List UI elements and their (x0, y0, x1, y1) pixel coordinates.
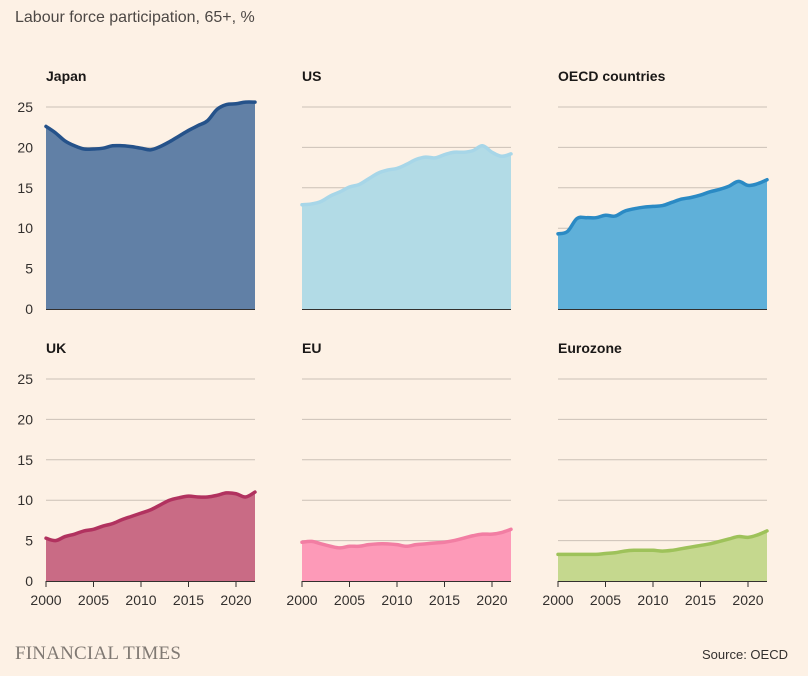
chart-title: Labour force participation, 65+, % (15, 9, 255, 26)
area-eu (302, 529, 511, 581)
area-us (302, 145, 511, 309)
panel-oecd-countries: OECD countries (556, 68, 769, 310)
x-tick-label: 2000 (542, 592, 573, 608)
panel-eurozone: Eurozone 2000 2005 2010 2015 2020 (542, 340, 769, 608)
y-tick-label: 0 (25, 301, 33, 317)
panel-title: UK (46, 340, 66, 356)
line-oecd-countries (556, 177, 769, 236)
x-tick-label: 2000 (286, 592, 317, 608)
y-tick-label: 20 (17, 139, 33, 155)
x-tick-label: 2015 (429, 592, 460, 608)
y-tick-label: 0 (25, 573, 33, 589)
panel-title: Japan (46, 68, 86, 84)
x-tick-label: 2000 (30, 592, 61, 608)
x-tick-label: 2020 (220, 592, 251, 608)
line-eurozone (556, 529, 769, 557)
line-uk (44, 490, 257, 543)
y-tick-label: 25 (17, 371, 33, 387)
x-tick-label: 2005 (78, 592, 109, 608)
source-note: Source: OECD (702, 647, 788, 662)
brand-logo-text: FINANCIAL TIMES (15, 643, 182, 664)
panel-title: EU (302, 340, 321, 356)
line-us (300, 144, 513, 207)
y-tick-label: 10 (17, 492, 33, 508)
panel-title: OECD countries (558, 68, 666, 84)
panel-japan: Japan 0 5 10 15 20 25 (17, 68, 257, 317)
x-tick-label: 2005 (334, 592, 365, 608)
panel-us: US (300, 68, 513, 310)
y-tick-label: 15 (17, 452, 33, 468)
area-uk (46, 492, 255, 581)
area-oecd-countries (558, 179, 767, 309)
panel-title: US (302, 68, 321, 84)
y-tick-label: 5 (25, 261, 33, 277)
panel-uk: UK 0 5 10 15 20 25 2000 2005 2010 2015 2020 (17, 340, 257, 608)
y-tick-label: 25 (17, 99, 33, 115)
x-tick-label: 2020 (732, 592, 763, 608)
x-tick-label: 2010 (637, 592, 668, 608)
x-tick-label: 2010 (125, 592, 156, 608)
x-tick-label: 2020 (476, 592, 507, 608)
line-eu (300, 527, 513, 550)
x-tick-label: 2015 (173, 592, 204, 608)
y-tick-label: 5 (25, 533, 33, 549)
area-japan (46, 102, 255, 309)
x-tick-label: 2015 (685, 592, 716, 608)
y-tick-label: 20 (17, 411, 33, 427)
x-tick-label: 2010 (381, 592, 412, 608)
x-tick-label: 2005 (590, 592, 621, 608)
y-tick-label: 10 (17, 220, 33, 236)
y-tick-label: 15 (17, 180, 33, 196)
line-japan (44, 100, 257, 152)
panel-title: Eurozone (558, 340, 622, 356)
panel-eu: EU 2000 2005 2010 2015 2020 (286, 340, 513, 608)
